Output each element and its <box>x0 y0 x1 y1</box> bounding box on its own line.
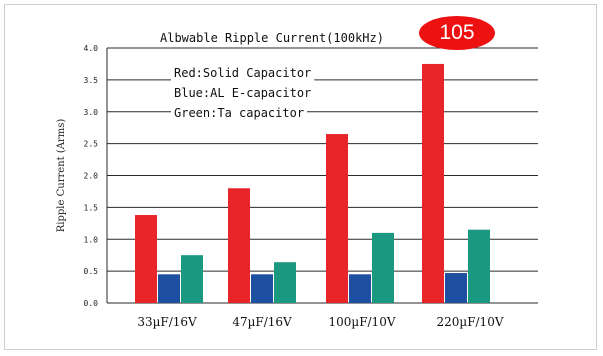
legend-item: Green:Ta capacitor <box>174 106 304 120</box>
bar <box>228 188 250 303</box>
y-tick-label: 2.5 <box>84 140 99 149</box>
legend-item: Blue:AL E-capacitor <box>174 86 311 100</box>
bar <box>468 229 490 303</box>
count-badge: 105 <box>419 16 495 50</box>
bar <box>251 274 273 303</box>
y-tick-label: 1.0 <box>84 235 99 244</box>
bar <box>349 274 371 303</box>
x-tick-label: 220µF/10V <box>436 315 503 329</box>
legend-item: Red:Solid Capacitor <box>174 66 311 80</box>
x-tick-label: 100µF/10V <box>328 315 395 329</box>
y-tick-label: 1.5 <box>84 203 99 212</box>
bar <box>158 274 180 303</box>
y-tick-label: 2.0 <box>84 172 99 181</box>
y-tick-label: 0.0 <box>84 299 99 308</box>
x-tick-label: 33µF/16V <box>137 315 197 329</box>
bar <box>181 255 203 303</box>
x-tick-label: 47µF/16V <box>232 315 292 329</box>
chart-frame <box>4 4 597 350</box>
bar <box>135 215 157 303</box>
bar <box>372 232 394 303</box>
bar <box>274 262 296 303</box>
legend-item-backing <box>171 85 315 101</box>
legend-item-backing <box>171 105 308 121</box>
bar <box>326 134 348 303</box>
y-axis-label: Ripple Current (Arms) <box>56 119 67 233</box>
chart-title: Albwable Ripple Current(100kHz) <box>160 31 384 45</box>
bar <box>445 273 467 303</box>
y-tick-label: 0.5 <box>84 267 99 276</box>
y-tick-label: 3.5 <box>84 76 99 85</box>
y-tick-label: 4.0 <box>84 44 99 53</box>
bar <box>422 63 444 303</box>
legend-item-backing <box>171 65 315 81</box>
y-tick-label: 3.0 <box>84 108 99 117</box>
